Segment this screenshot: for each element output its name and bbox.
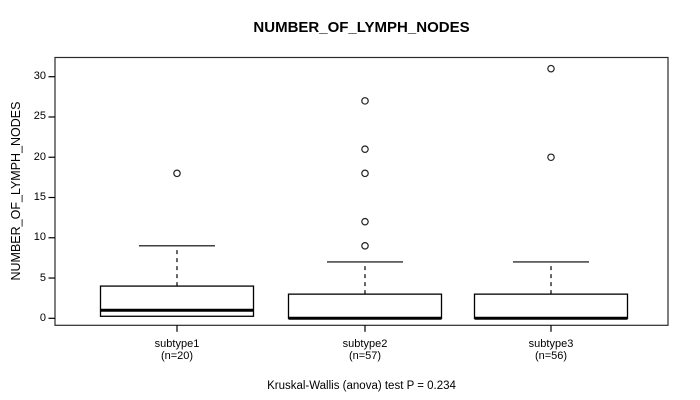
group-name: subtype1 — [154, 338, 200, 350]
group-name: subtype2 — [342, 338, 388, 350]
group-sample-size: (n=20) — [160, 350, 194, 362]
plot-frame — [54, 56, 669, 326]
stat-test-caption: Kruskal-Wallis (anova) test P = 0.234 — [267, 380, 456, 392]
y-tick-label: 25 — [33, 110, 46, 123]
y-tick-label: 15 — [33, 191, 46, 203]
outlier-point — [361, 169, 369, 178]
outlier-point — [361, 145, 369, 153]
outlier-point — [361, 217, 369, 226]
iqr-box — [473, 293, 629, 319]
y-tick-label: 0 — [39, 311, 46, 324]
y-tick-label: 30 — [33, 70, 46, 83]
chart-title: NUMBER_OF_LYMPH_NODES — [253, 19, 470, 36]
group-sample-size: (n=57) — [348, 350, 382, 362]
y-tick-label: 10 — [33, 231, 46, 244]
group-label-subtype1: subtype1 (n=20) — [107, 338, 247, 362]
outlier-point — [173, 169, 181, 178]
outlier-point — [361, 97, 369, 105]
y-tick-label: 5 — [39, 271, 46, 284]
outlier-point — [547, 153, 555, 162]
iqr-box — [99, 285, 255, 317]
group-label-subtype3: subtype3 (n=56) — [481, 338, 621, 362]
y-tick-label: 20 — [33, 150, 46, 163]
group-sample-size: (n=56) — [534, 350, 568, 362]
iqr-box — [287, 293, 443, 319]
outlier-point — [361, 242, 369, 250]
outlier-point — [547, 64, 555, 73]
group-label-subtype2: subtype2 (n=57) — [295, 338, 435, 362]
group-name: subtype3 — [528, 338, 574, 350]
